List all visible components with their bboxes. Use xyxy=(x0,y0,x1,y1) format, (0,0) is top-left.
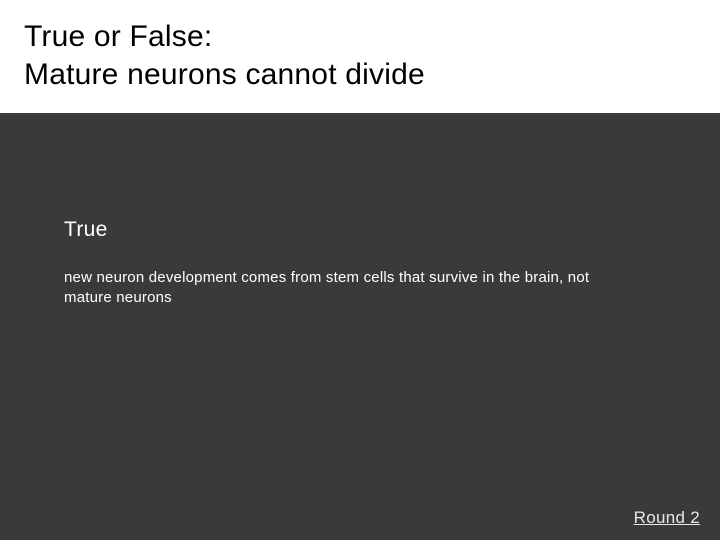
title-line-2: Mature neurons cannot divide xyxy=(24,56,696,94)
round-link[interactable]: Round 2 xyxy=(634,508,700,528)
answer-text: True xyxy=(64,218,656,242)
body-area: True new neuron development comes from s… xyxy=(0,113,720,309)
title-block: True or False: Mature neurons cannot div… xyxy=(0,0,720,113)
slide-container: True or False: Mature neurons cannot div… xyxy=(0,0,720,540)
explanation-text: new neuron development comes from stem c… xyxy=(64,268,594,309)
title-line-1: True or False: xyxy=(24,18,696,56)
